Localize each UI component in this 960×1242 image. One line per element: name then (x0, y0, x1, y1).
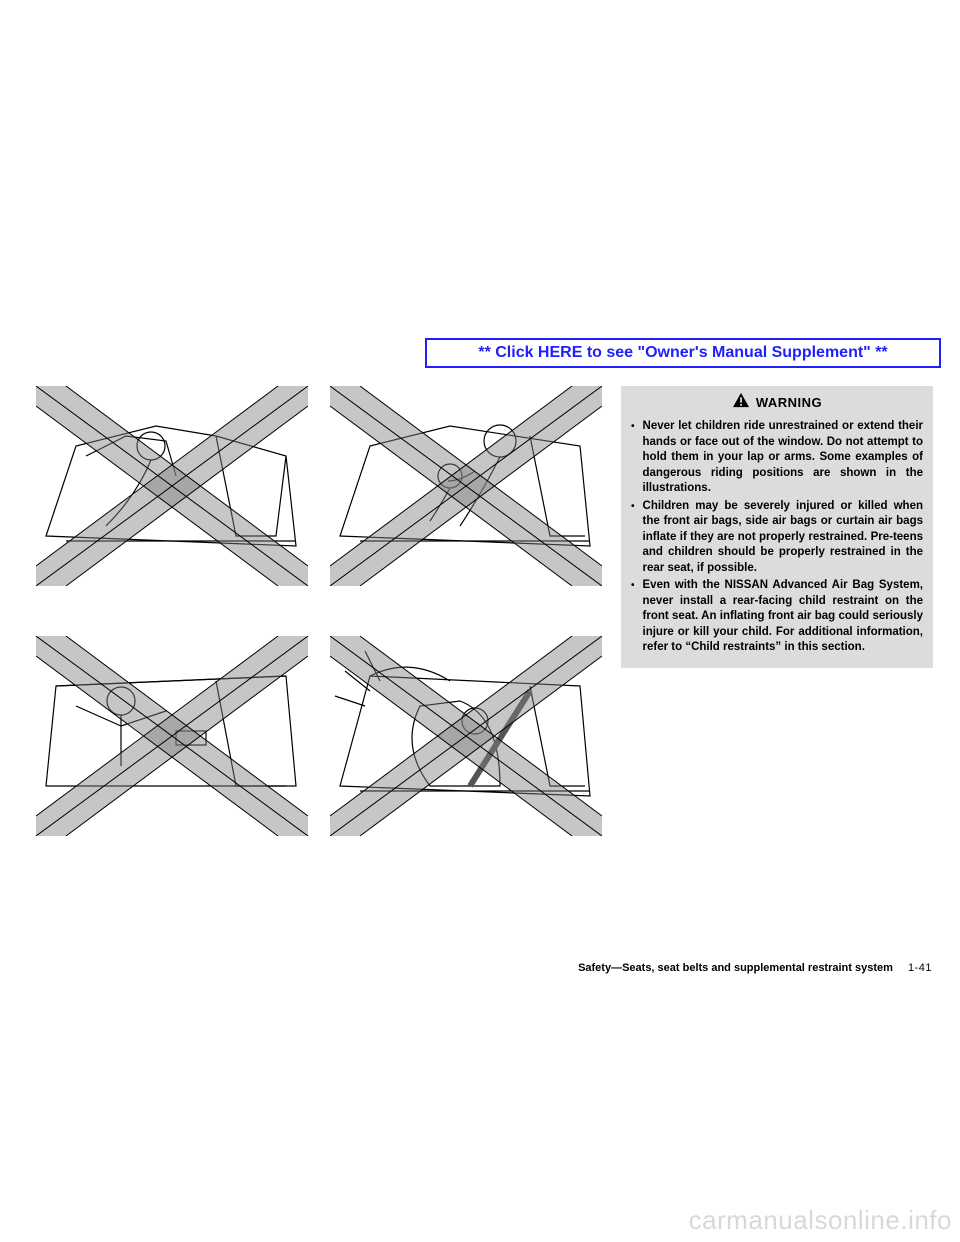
illustration-1 (36, 386, 308, 586)
footer-page-number: 1-41 (908, 962, 932, 974)
warning-bullet: Children may be severely injured or kill… (631, 499, 923, 577)
warning-bullet-list: Never let children ride unrestrained or … (631, 419, 923, 656)
warning-bullet: Never let children ride unrestrained or … (631, 419, 923, 497)
warning-title: WARNING (756, 395, 822, 410)
illustration-2 (330, 386, 602, 586)
warning-box: WARNING Never let children ride unrestra… (621, 386, 933, 668)
warning-bullet: Even with the NISSAN Advanced Air Bag Sy… (631, 578, 923, 656)
footer-section-title: Safety—Seats, seat belts and supplementa… (578, 962, 893, 974)
manual-page: ** Click HERE to see "Owner's Manual Sup… (0, 0, 960, 1242)
supplement-link-text: ** Click HERE to see "Owner's Manual Sup… (478, 344, 887, 362)
watermark-text: carmanualsonline.info (689, 1205, 952, 1236)
supplement-link-box[interactable]: ** Click HERE to see "Owner's Manual Sup… (425, 338, 941, 368)
illustration-3 (36, 636, 308, 836)
illustration-4 (330, 636, 602, 836)
warning-icon (732, 392, 750, 413)
warning-header: WARNING (631, 392, 923, 413)
page-footer: Safety—Seats, seat belts and supplementa… (578, 962, 932, 974)
